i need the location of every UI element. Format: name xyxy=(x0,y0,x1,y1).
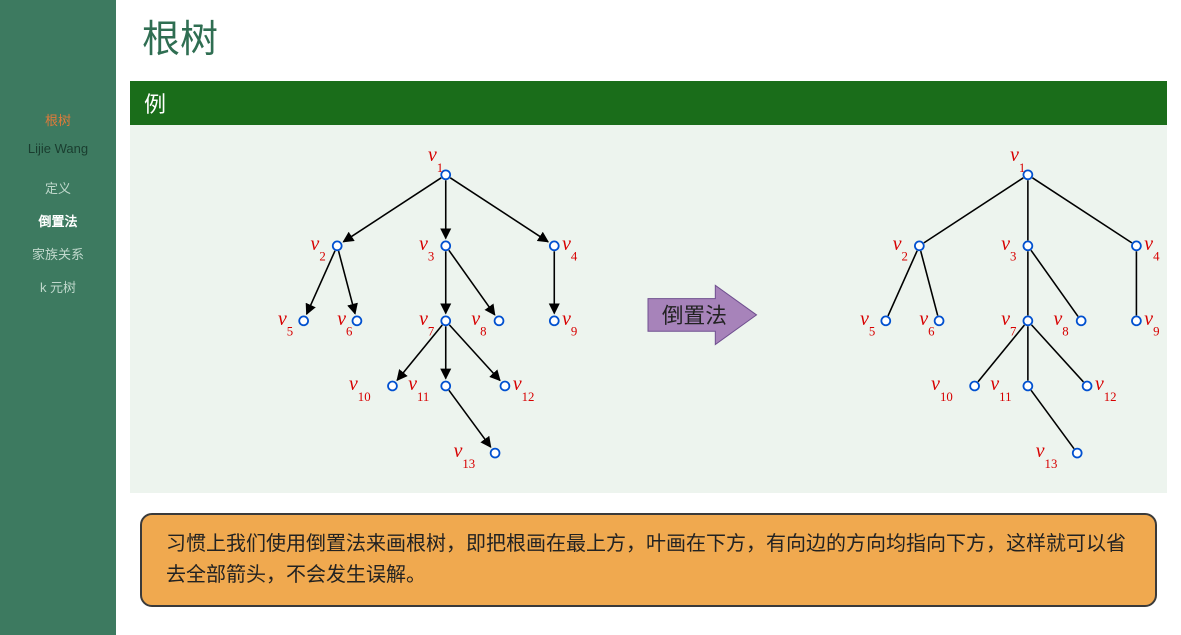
svg-text:v7: v7 xyxy=(1001,308,1017,339)
svg-text:v8: v8 xyxy=(471,308,486,339)
svg-text:v12: v12 xyxy=(1095,373,1117,404)
svg-text:倒置法: 倒置法 xyxy=(662,303,727,328)
tree-diagram: v1 v2 v3 v4 v5 v6 v7 v8 v9 v10 v11 v12 v13 v1 v2 v3 v4 v5… xyxy=(130,125,1167,493)
svg-text:v5: v5 xyxy=(860,308,875,339)
svg-text:v5: v5 xyxy=(278,308,293,339)
example-block: 例 v1 v2 v3 v4 v5 v6 v7 v8 v9 v10 v11 v12 v13 v1 v2 v3 v4… xyxy=(130,81,1167,493)
svg-text:v2: v2 xyxy=(893,233,908,264)
svg-text:v1: v1 xyxy=(1010,144,1025,175)
svg-text:v11: v11 xyxy=(408,373,429,404)
main-content: 根树 例 v1v2v3v4v5v6v7v8v9v10v11v12v13v1v2v… xyxy=(116,0,1181,635)
svg-text:v11: v11 xyxy=(990,373,1011,404)
note-box: 习惯上我们使用倒置法来画根树，即把根画在最上方，叶画在下方，有向边的方向均指向下… xyxy=(140,513,1157,607)
svg-text:v1: v1 xyxy=(428,144,443,175)
page-title: 根树 xyxy=(116,0,1181,81)
svg-text:v13: v13 xyxy=(454,440,476,471)
svg-text:v13: v13 xyxy=(1036,440,1058,471)
svg-text:v9: v9 xyxy=(1144,308,1159,339)
svg-text:v3: v3 xyxy=(1001,233,1016,264)
example-header: 例 xyxy=(130,81,1167,125)
svg-text:v4: v4 xyxy=(1144,233,1160,264)
svg-text:v12: v12 xyxy=(513,373,535,404)
sidebar-title[interactable]: 根树 xyxy=(0,110,116,129)
svg-text:v10: v10 xyxy=(931,373,953,404)
sidebar-item-ktree[interactable]: k 元树 xyxy=(0,277,116,296)
sidebar: 根树 Lijie Wang 定义 倒置法 家族关系 k 元树 xyxy=(0,0,116,635)
svg-text:v3: v3 xyxy=(419,233,434,264)
sidebar-item-family[interactable]: 家族关系 xyxy=(0,244,116,263)
svg-text:v4: v4 xyxy=(562,233,578,264)
svg-text:v7: v7 xyxy=(419,308,435,339)
sidebar-item-definition[interactable]: 定义 xyxy=(0,178,116,197)
svg-text:v2: v2 xyxy=(311,233,326,264)
slide-root: 根树 Lijie Wang 定义 倒置法 家族关系 k 元树 根树 例 v1 v2… xyxy=(0,0,1181,635)
sidebar-author: Lijie Wang xyxy=(0,141,116,156)
svg-text:v10: v10 xyxy=(349,373,371,404)
svg-text:v8: v8 xyxy=(1054,308,1069,339)
svg-text:v9: v9 xyxy=(562,308,577,339)
example-body: v1 v2 v3 v4 v5 v6 v7 v8 v9 v10 v11 v12 v13 v1 v2 v3 v4 v5… xyxy=(130,125,1167,493)
svg-text:v6: v6 xyxy=(337,308,353,339)
svg-text:v6: v6 xyxy=(919,308,935,339)
sidebar-item-inversion[interactable]: 倒置法 xyxy=(0,211,116,230)
